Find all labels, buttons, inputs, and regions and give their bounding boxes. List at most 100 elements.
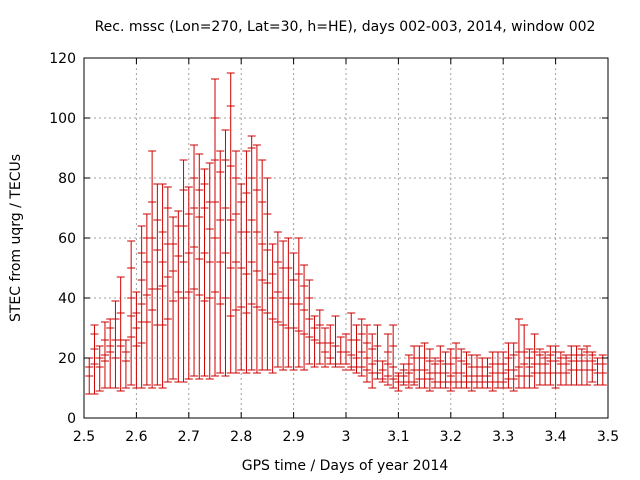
error-bar — [195, 153, 204, 380]
error-bar — [142, 213, 151, 386]
error-bar — [541, 351, 550, 386]
error-bar — [362, 324, 371, 383]
error-bar — [535, 348, 544, 386]
error-bar — [137, 225, 146, 389]
error-bar — [378, 360, 387, 383]
error-bar — [598, 354, 607, 386]
error-bar — [326, 324, 335, 365]
error-bar — [132, 291, 141, 389]
error-bar — [525, 348, 534, 389]
error-bar — [200, 168, 209, 377]
error-bar — [231, 150, 240, 374]
error-bar — [242, 150, 251, 374]
error-bar — [163, 186, 172, 383]
error-bar — [221, 129, 230, 377]
error-bar — [342, 333, 350, 371]
y-tick-label: 0 — [67, 411, 76, 427]
error-bar — [347, 312, 356, 371]
error-bar — [588, 351, 597, 383]
error-bar — [436, 345, 445, 389]
error-bar — [237, 183, 246, 371]
error-bar — [504, 342, 513, 389]
error-bar — [352, 324, 361, 374]
y-tick-label: 20 — [58, 351, 76, 367]
error-bar — [310, 315, 319, 368]
error-bar — [169, 216, 178, 380]
error-bar — [294, 237, 303, 368]
error-bar — [211, 78, 219, 377]
error-bar — [153, 183, 162, 386]
y-tick-label: 60 — [58, 231, 76, 247]
x-tick-label: 2.8 — [230, 429, 252, 445]
error-bar — [289, 252, 298, 371]
error-bar — [127, 240, 136, 386]
x-tick-label: 3.5 — [597, 429, 619, 445]
error-bar — [493, 351, 502, 389]
y-tick-label: 100 — [49, 111, 76, 127]
error-bar — [336, 336, 345, 368]
error-bar — [520, 324, 529, 389]
error-bar — [205, 162, 214, 380]
y-tick-label: 40 — [58, 291, 76, 307]
x-axis-label: GPS time / Days of year 2014 — [242, 458, 449, 474]
error-bar — [467, 354, 476, 392]
error-bar — [394, 372, 403, 392]
error-bar — [556, 351, 565, 386]
x-tick-label: 3 — [342, 429, 351, 445]
error-bar — [111, 300, 120, 389]
error-bar — [425, 348, 434, 392]
error-bar — [373, 324, 382, 380]
x-tick-label: 3.4 — [544, 429, 566, 445]
error-bar — [179, 159, 188, 383]
error-bar — [478, 357, 487, 389]
error-bar — [404, 354, 413, 389]
error-bar — [383, 333, 392, 386]
error-bar — [420, 342, 429, 389]
error-bar — [284, 237, 293, 368]
error-bar — [300, 264, 309, 371]
x-tick-label: 3.3 — [492, 429, 514, 445]
x-tick-label: 3.1 — [387, 429, 409, 445]
error-bar — [452, 342, 461, 389]
error-bar — [399, 363, 408, 386]
error-bar — [226, 72, 235, 374]
error-bar — [462, 351, 471, 389]
error-bar — [90, 324, 99, 395]
error-bar — [247, 135, 256, 371]
error-bar — [567, 345, 576, 386]
error-bar — [85, 357, 94, 395]
error-bar — [279, 240, 288, 371]
error-bar — [499, 351, 508, 389]
error-bar — [593, 357, 602, 386]
error-bar — [273, 231, 282, 368]
error-bar — [305, 279, 314, 365]
error-bar — [331, 315, 340, 368]
error-bars — [85, 72, 607, 395]
error-bar — [509, 342, 518, 392]
error-bar — [473, 354, 481, 389]
error-bar — [368, 333, 377, 389]
x-tick-label: 2.6 — [125, 429, 147, 445]
error-bar — [315, 309, 324, 365]
x-tick-label: 2.7 — [178, 429, 200, 445]
error-bar — [321, 327, 330, 368]
y-tick-label: 120 — [49, 51, 76, 67]
error-bar — [268, 243, 277, 374]
error-bar — [174, 210, 183, 383]
error-bar — [116, 276, 125, 392]
error-bar — [530, 333, 539, 389]
error-bar — [106, 318, 115, 389]
error-bar — [572, 345, 581, 386]
error-bar — [252, 144, 261, 374]
chart-title: Rec. mssc (Lon=270, Lat=30, h=HE), days … — [95, 19, 596, 35]
axis-ticks: 0 20 40 60 80 100 120 2.5 2.6 2.7 2.8 2.9 3 3.1 3.2 3.3… — [49, 51, 619, 445]
error-bar — [184, 186, 193, 380]
error-bar — [121, 339, 130, 389]
error-bar — [577, 348, 586, 386]
x-tick-label: 3.2 — [440, 429, 462, 445]
error-bar — [95, 345, 104, 392]
y-tick-label: 80 — [58, 171, 76, 187]
error-bar — [100, 321, 109, 389]
error-bar — [514, 318, 523, 389]
